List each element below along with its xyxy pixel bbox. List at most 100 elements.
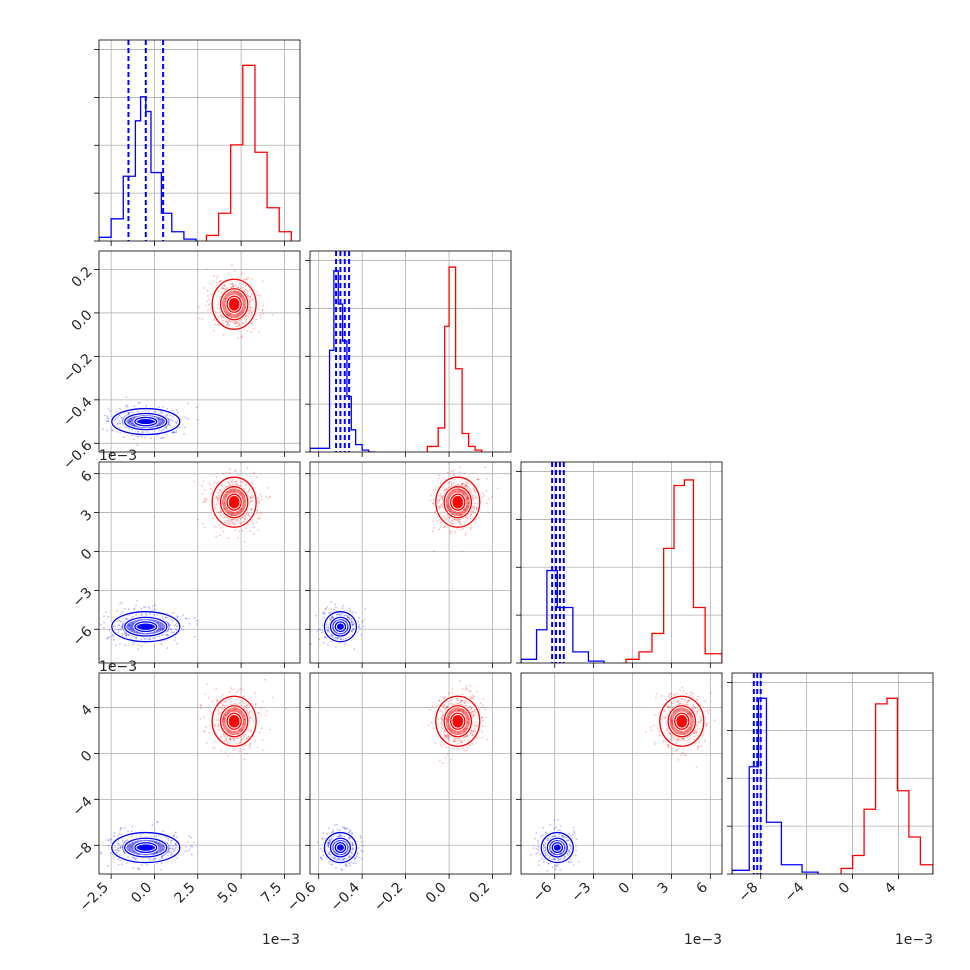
scatter-point bbox=[250, 508, 253, 510]
scatter-point bbox=[354, 857, 357, 859]
scatter-point bbox=[141, 431, 144, 433]
scatter-point bbox=[351, 629, 354, 632]
scatter-point bbox=[486, 738, 488, 741]
scatter-point bbox=[568, 843, 571, 846]
scatter-point bbox=[442, 696, 444, 698]
scatter-point bbox=[450, 510, 452, 513]
scatter-point bbox=[242, 726, 245, 729]
scatter-point bbox=[224, 507, 226, 510]
grid-lines bbox=[521, 462, 722, 663]
scatter-point bbox=[463, 702, 466, 705]
scatter-point bbox=[261, 309, 264, 312]
scatter-point bbox=[241, 728, 244, 731]
x-tick-label: −0.4 bbox=[328, 879, 363, 914]
scatter-point bbox=[250, 496, 252, 499]
scatter-point bbox=[170, 841, 172, 844]
scatter-point bbox=[466, 735, 469, 737]
scatter-point bbox=[569, 845, 572, 847]
scatter-point bbox=[219, 280, 221, 282]
scatter-point bbox=[467, 497, 470, 500]
scatter-point bbox=[117, 417, 119, 420]
scatter-point bbox=[454, 708, 457, 710]
scatter-point bbox=[162, 848, 164, 851]
scatter-point bbox=[231, 511, 234, 514]
scatter-point bbox=[332, 830, 335, 833]
scatter-point bbox=[446, 506, 449, 509]
scatter-point bbox=[104, 414, 106, 417]
scatter-point bbox=[129, 421, 131, 424]
scatter-point bbox=[126, 618, 129, 620]
scatter-point bbox=[205, 742, 208, 745]
scatter-point bbox=[235, 520, 237, 522]
scatter-point bbox=[224, 298, 227, 301]
scatter-point bbox=[252, 720, 255, 723]
scatter-point bbox=[456, 697, 459, 700]
scatter-point bbox=[449, 729, 451, 731]
scatter-point bbox=[132, 622, 134, 624]
scatter-point bbox=[158, 842, 161, 845]
scatter-point bbox=[156, 628, 159, 631]
scatter-point bbox=[461, 550, 464, 553]
scatter-point bbox=[438, 507, 441, 510]
scatter-point bbox=[689, 694, 692, 697]
scatter-point bbox=[199, 718, 202, 720]
scatter-point bbox=[223, 717, 225, 720]
scatter-point bbox=[362, 844, 364, 847]
scatter-point bbox=[457, 709, 460, 712]
scatter-point bbox=[551, 858, 554, 861]
scatter-point bbox=[244, 718, 247, 720]
scatter-point bbox=[130, 830, 133, 833]
scatter-point bbox=[233, 523, 236, 526]
scatter-point bbox=[233, 290, 235, 293]
scatter-point bbox=[220, 291, 222, 293]
scatter-point bbox=[119, 829, 122, 831]
scatter-point bbox=[559, 825, 562, 827]
scatter-point bbox=[224, 737, 227, 739]
scatter-point bbox=[182, 614, 184, 617]
scatter-point bbox=[243, 496, 246, 499]
scatter-point bbox=[432, 502, 435, 505]
scatter-point bbox=[450, 470, 453, 473]
scatter-point bbox=[451, 687, 454, 690]
scatter-point bbox=[335, 646, 337, 649]
scatter-point bbox=[240, 739, 243, 742]
scatter-point bbox=[159, 628, 162, 630]
panel-content bbox=[100, 678, 287, 874]
scatter-point bbox=[363, 619, 366, 621]
density-peak bbox=[453, 496, 463, 508]
scatter-point bbox=[196, 518, 199, 521]
scatter-point bbox=[234, 708, 237, 711]
scatter-point bbox=[327, 852, 330, 855]
scatter-point bbox=[216, 496, 219, 499]
scatter-point bbox=[696, 698, 698, 701]
scatter-point bbox=[128, 420, 131, 422]
scatter-point bbox=[156, 850, 159, 853]
scatter-point bbox=[117, 849, 119, 852]
scatter-point bbox=[332, 625, 334, 628]
contour-line bbox=[450, 493, 466, 511]
scatter-point bbox=[559, 869, 562, 871]
scatter-point bbox=[127, 421, 130, 424]
scatter-point bbox=[245, 290, 248, 292]
scatter-point bbox=[271, 696, 274, 699]
scatter-point bbox=[452, 469, 455, 472]
scatter-point bbox=[162, 428, 165, 431]
contour-line bbox=[540, 831, 574, 864]
scatter-point bbox=[100, 852, 103, 855]
scatter-point bbox=[114, 625, 116, 628]
y-tick-label: 4 bbox=[78, 702, 96, 720]
scatter-point bbox=[166, 854, 169, 857]
scatter-point bbox=[106, 415, 109, 418]
scatter-point bbox=[470, 729, 473, 732]
scatter-point bbox=[112, 429, 114, 432]
scatter-point bbox=[248, 713, 251, 716]
scatter-point bbox=[217, 275, 219, 277]
scatter-point bbox=[456, 747, 459, 750]
scatter-point bbox=[221, 720, 224, 723]
scatter-point bbox=[443, 734, 446, 737]
scatter-point bbox=[257, 529, 260, 531]
scatter-point bbox=[464, 508, 467, 511]
scatter-point bbox=[262, 700, 264, 703]
scatter-point bbox=[339, 638, 342, 640]
scatter-point bbox=[133, 438, 135, 441]
